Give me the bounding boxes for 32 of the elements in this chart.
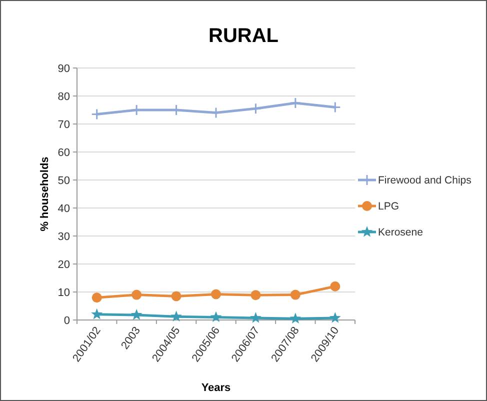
point [91, 308, 103, 320]
legend-label: LPG [378, 200, 400, 213]
y-tick-label: 10 [58, 286, 70, 299]
point [250, 312, 262, 323]
y-tick-label: 30 [58, 230, 70, 243]
y-tick-label: 90 [58, 62, 70, 75]
point [132, 290, 142, 300]
point [170, 310, 182, 322]
y-tick-label: 40 [58, 202, 70, 215]
point [290, 290, 300, 300]
y-tick-label: 0 [64, 314, 70, 327]
legend-label: Firewood and Chips [378, 174, 472, 187]
point [250, 102, 262, 114]
chart-title: RURAL [208, 25, 278, 47]
point [171, 291, 182, 302]
y-tick-label: 50 [58, 174, 70, 187]
point [211, 289, 221, 300]
point [329, 312, 341, 323]
point [92, 292, 102, 303]
point [250, 290, 261, 300]
point [290, 97, 302, 109]
point [210, 311, 222, 322]
point [130, 308, 142, 320]
x-axis-title: Years [201, 382, 231, 394]
legend-label: Kerosene [378, 226, 424, 239]
point [330, 281, 340, 292]
point [290, 312, 302, 324]
y-tick-label: 20 [58, 258, 70, 271]
y-tick-label: 80 [58, 90, 70, 103]
y-tick-label: 60 [58, 146, 70, 159]
y-axis-title: % households [39, 156, 51, 232]
y-tick-label: 70 [58, 118, 70, 131]
